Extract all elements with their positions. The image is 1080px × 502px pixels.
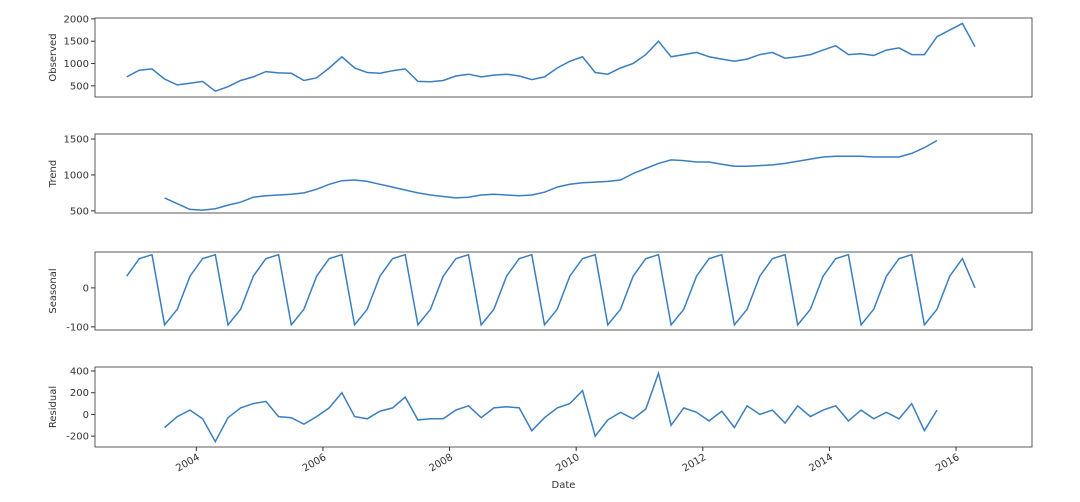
x-tick-label: 2016	[934, 452, 962, 474]
x-tick-label: 2004	[174, 452, 202, 474]
x-tick-label: 2010	[554, 452, 582, 474]
y-tick-label: -100	[66, 322, 89, 333]
y-tick-label: 1500	[64, 135, 89, 146]
y-tick-label: 1500	[64, 37, 89, 48]
y-axis-label: Seasonal	[48, 268, 59, 313]
y-tick-label: 1000	[64, 59, 89, 70]
x-tick-label: 2014	[807, 452, 835, 474]
axes-frame	[94, 251, 1033, 331]
series-line	[164, 139, 938, 211]
y-tick-label: 400	[70, 367, 89, 378]
x-tick-label: 2008	[427, 452, 455, 474]
series-line	[164, 370, 938, 444]
y-axis-label: Trend	[48, 160, 59, 188]
y-tick-label: 200	[70, 388, 89, 399]
y-axis-label: Residual	[48, 386, 59, 428]
y-tick-label: 0	[83, 283, 89, 294]
x-tick-label: 2006	[301, 452, 329, 474]
axes-frame	[94, 366, 1033, 448]
axes-frame	[94, 133, 1033, 214]
y-tick-label: 0	[83, 410, 89, 421]
x-tick-label: 2012	[681, 452, 709, 474]
y-tick-label: 1000	[64, 170, 89, 181]
y-tick-label: -200	[66, 432, 89, 443]
x-axis-label: Date	[552, 480, 576, 491]
y-axis-label: Observed	[48, 33, 59, 81]
axes-frame	[94, 17, 1033, 98]
series-line	[126, 253, 976, 327]
y-tick-label: 2000	[64, 14, 89, 25]
series-line	[126, 22, 976, 93]
y-tick-label: 500	[70, 206, 89, 217]
y-tick-label: 500	[70, 81, 89, 92]
